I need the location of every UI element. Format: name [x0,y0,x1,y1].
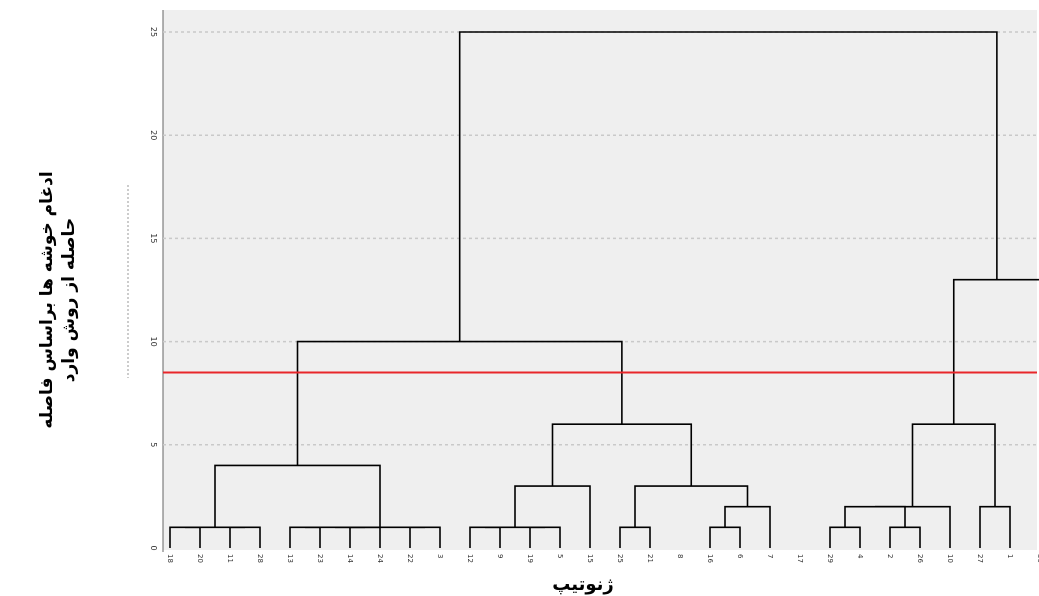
leaf-label: 20 [196,554,204,563]
leaf-label: 16 [706,554,714,563]
leaf-label: 11 [226,554,234,563]
y-axis-label-line-1: ادغام خوشه ها براساس فاصله [37,171,57,428]
leaf-label: 13 [286,554,294,563]
dendrogram-link [458,31,998,342]
x-axis-label: ژنوتیپ [552,574,614,595]
y-tick-label: 20 [149,130,158,140]
leaf-label: 9 [496,554,504,558]
leaf-label: 6 [736,554,744,559]
y-tick-label: 5 [149,442,158,447]
y-tick-label: 0 [149,545,158,550]
leaf-label: 17 [796,554,804,563]
leaf-label: 27 [976,554,984,563]
y-tick-label: 10 [149,337,158,347]
dendrogram-link [875,505,951,548]
leaf-label: 2 [886,554,894,558]
leaf-label: 30 [1036,554,1039,563]
leaf-label: 26 [916,554,924,563]
leaf-label: 1 [1006,554,1014,558]
leaf-label: 5 [556,554,564,558]
dendrogram-links [169,31,1039,548]
leaf-label: 24 [376,554,384,563]
leaf-label: 29 [826,554,834,563]
y-tick-labels: 0 5 10 15 20 25 [149,27,158,551]
leaf-label: 22 [406,554,414,563]
plot-area [163,10,1037,550]
leaf-label: 15 [586,554,594,563]
leaf-label: 25 [616,554,624,563]
leaf-label: 23 [316,554,324,563]
leaf-label: 21 [646,554,654,563]
leaf-label: 19 [526,554,534,563]
leaf-label: 12 [466,554,474,563]
y-axis-label: ادغام خوشه ها براساس فاصله حاصله از روش … [37,171,79,428]
y-axis-label-line-2: حاصله از روش وارد [59,218,79,382]
leaf-label: 18 [166,554,174,563]
y-tick-label: 25 [149,27,158,37]
leaf-label: 4 [856,554,864,559]
y-tick-label: 15 [149,233,158,243]
leaf-label: 8 [676,554,684,558]
leaf-label: 7 [766,554,774,558]
leaf-labels: 18 20 11 28 13 23 14 24 22 3 12 9 19 5 15 25 21 8 16 6 7 17 29… [166,554,1039,563]
leaf-label: 14 [346,554,354,563]
leaf-label: 10 [946,554,954,563]
leaf-label: 3 [436,554,444,558]
leaf-label: 28 [256,554,264,563]
